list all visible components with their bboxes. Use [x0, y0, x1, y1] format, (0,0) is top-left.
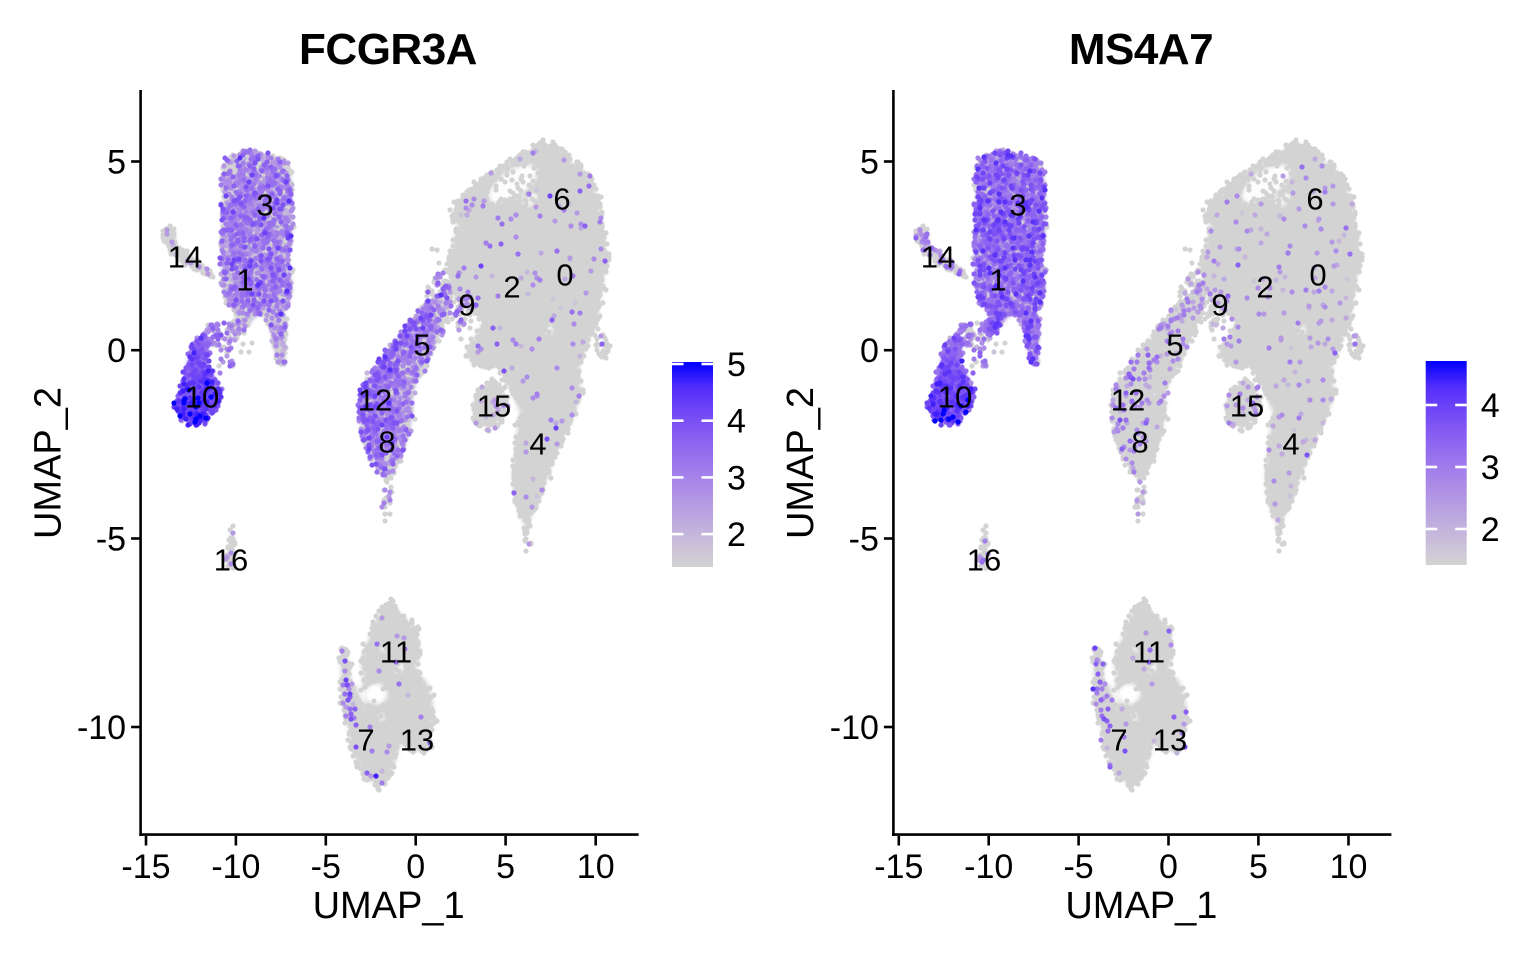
svg-text:-5: -5 — [849, 521, 879, 559]
svg-text:14: 14 — [921, 240, 955, 275]
svg-text:UMAP_1: UMAP_1 — [313, 885, 465, 927]
svg-text:4: 4 — [1481, 387, 1500, 425]
svg-text:3: 3 — [1009, 188, 1026, 223]
svg-text:15: 15 — [1230, 389, 1264, 424]
svg-text:-5: -5 — [96, 521, 126, 559]
svg-text:7: 7 — [1110, 723, 1127, 758]
svg-text:2: 2 — [1256, 270, 1273, 305]
svg-text:13: 13 — [400, 723, 434, 758]
svg-text:5: 5 — [496, 848, 515, 886]
svg-text:8: 8 — [378, 425, 395, 460]
svg-text:4: 4 — [727, 403, 746, 441]
svg-text:0: 0 — [1159, 848, 1178, 886]
svg-text:0: 0 — [860, 332, 879, 370]
svg-text:14: 14 — [168, 240, 202, 275]
svg-text:-10: -10 — [77, 709, 126, 747]
svg-text:1: 1 — [989, 263, 1006, 298]
svg-text:-15: -15 — [874, 848, 923, 886]
svg-text:-5: -5 — [1063, 848, 1093, 886]
svg-text:MS4A7: MS4A7 — [1069, 25, 1213, 74]
svg-text:1: 1 — [236, 263, 253, 298]
svg-text:5: 5 — [860, 144, 879, 182]
svg-text:4: 4 — [529, 427, 546, 462]
svg-text:15: 15 — [477, 389, 511, 424]
svg-text:6: 6 — [1306, 182, 1323, 217]
svg-text:0: 0 — [406, 848, 425, 886]
svg-text:2: 2 — [1481, 511, 1500, 549]
svg-text:0: 0 — [1309, 258, 1326, 293]
svg-text:6: 6 — [553, 182, 570, 217]
svg-text:16: 16 — [967, 543, 1001, 578]
svg-text:12: 12 — [1111, 383, 1145, 418]
svg-text:11: 11 — [1133, 635, 1165, 670]
svg-text:16: 16 — [214, 543, 248, 578]
svg-text:10: 10 — [577, 848, 615, 886]
svg-text:UMAP_2: UMAP_2 — [780, 387, 822, 539]
svg-text:9: 9 — [1211, 288, 1228, 323]
svg-text:12: 12 — [358, 383, 392, 418]
svg-text:4: 4 — [1282, 427, 1299, 462]
svg-text:0: 0 — [107, 332, 126, 370]
svg-text:9: 9 — [458, 288, 475, 323]
svg-text:10: 10 — [185, 380, 219, 415]
svg-text:2: 2 — [727, 516, 746, 554]
svg-text:3: 3 — [256, 188, 273, 223]
svg-text:13: 13 — [1153, 723, 1187, 758]
svg-text:-10: -10 — [830, 709, 879, 747]
svg-text:3: 3 — [1481, 449, 1500, 487]
svg-text:10: 10 — [938, 380, 972, 415]
svg-text:5: 5 — [1249, 848, 1268, 886]
svg-text:5: 5 — [107, 144, 126, 182]
svg-text:UMAP_2: UMAP_2 — [27, 387, 69, 539]
svg-text:-15: -15 — [121, 848, 170, 886]
svg-text:5: 5 — [1166, 328, 1183, 363]
svg-text:-10: -10 — [964, 848, 1013, 886]
svg-text:10: 10 — [1330, 848, 1368, 886]
svg-text:-10: -10 — [211, 848, 260, 886]
svg-text:5: 5 — [413, 328, 430, 363]
svg-text:11: 11 — [380, 635, 412, 670]
svg-text:0: 0 — [556, 258, 573, 293]
svg-text:UMAP_1: UMAP_1 — [1065, 885, 1217, 927]
svg-text:2: 2 — [503, 270, 520, 305]
svg-text:3: 3 — [727, 459, 746, 497]
svg-text:7: 7 — [357, 723, 374, 758]
svg-text:5: 5 — [727, 346, 746, 384]
svg-text:FCGR3A: FCGR3A — [299, 25, 477, 74]
svg-text:-5: -5 — [311, 848, 341, 886]
svg-text:8: 8 — [1131, 425, 1148, 460]
